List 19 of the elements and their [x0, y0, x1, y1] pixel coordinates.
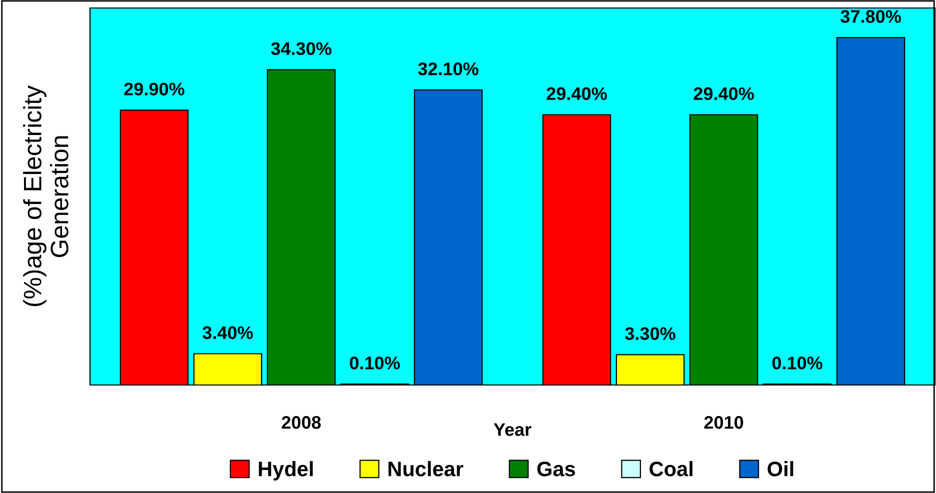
- data-label: 29.40%: [694, 87, 754, 100]
- data-label: 3.40%: [202, 326, 253, 340]
- x-tick-label: 2008: [282, 416, 321, 429]
- legend-label: Coal: [650, 461, 692, 476]
- data-label: 29.40%: [546, 87, 607, 100]
- data-label: 34.30%: [271, 42, 332, 56]
- x-tick-label: 2010: [704, 416, 744, 429]
- legend-label: Oil: [768, 461, 794, 476]
- data-label: 0.10%: [350, 356, 400, 370]
- data-label: 37.80%: [840, 10, 901, 23]
- legend-label: Gas: [537, 462, 575, 476]
- data-label: 3.30%: [625, 327, 676, 340]
- y-axis-title: (%)age of Electricity Generation: [23, 85, 68, 306]
- data-label: 29.90%: [124, 82, 184, 96]
- legend-label: Hydel: [258, 461, 313, 480]
- x-axis-title: Year: [494, 423, 532, 436]
- legend-label: Nuclear: [388, 461, 464, 476]
- data-label: 0.10%: [772, 356, 822, 370]
- data-label: 32.10%: [418, 62, 478, 76]
